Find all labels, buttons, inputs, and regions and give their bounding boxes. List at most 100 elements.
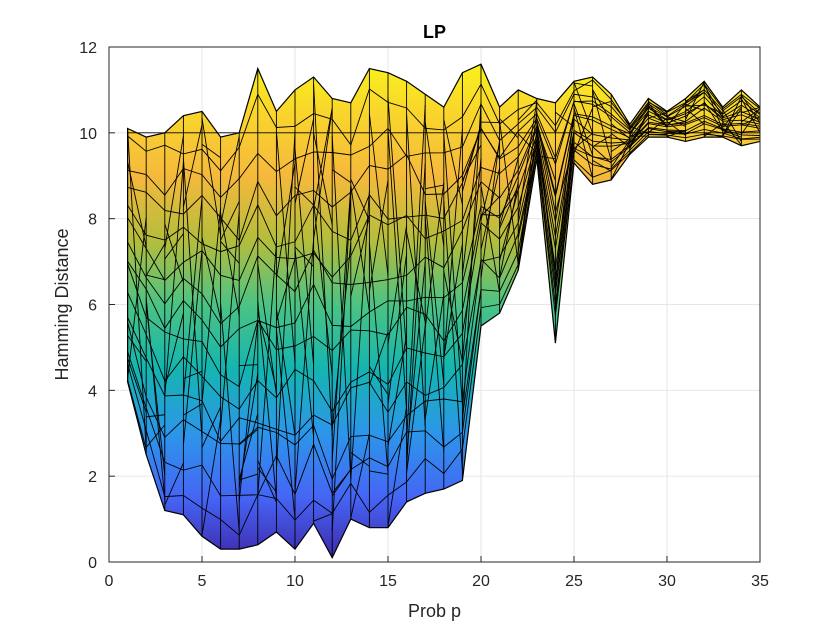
y-tick-label: 2 (88, 469, 97, 486)
mesh-diagonal (554, 140, 575, 293)
surface-outline (127, 63, 760, 560)
mesh-diagonal (666, 116, 686, 123)
mesh-diagonal (201, 406, 222, 448)
y-tick-label: 8 (88, 212, 97, 229)
mesh-diagonal (387, 225, 408, 345)
mesh-diagonal (722, 96, 742, 137)
x-tick-label: 20 (472, 573, 490, 590)
mesh-diagonal (127, 379, 147, 450)
mesh-diagonal (517, 101, 538, 218)
mesh-diagonal (629, 110, 649, 147)
mesh-diagonal (666, 129, 686, 138)
mesh-diagonal (201, 237, 222, 319)
mesh-diagonal (629, 104, 649, 136)
mesh-diagonal (201, 207, 222, 403)
mesh-diagonal (164, 223, 184, 283)
x-axis-label: Prob p (408, 601, 461, 621)
mesh-diagonal (145, 243, 166, 276)
mesh-diagonal (257, 460, 277, 503)
mesh-diagonal (648, 101, 668, 116)
mesh-diagonal (480, 143, 501, 221)
mesh-diagonal (499, 189, 519, 261)
mesh-diagonal (368, 113, 389, 276)
mesh-diagonal (164, 135, 184, 249)
mesh-diagonal (164, 313, 184, 388)
mesh-band (127, 107, 760, 348)
mesh-diagonal (387, 97, 408, 352)
mesh-diagonal (573, 82, 593, 87)
mesh-diagonal (554, 112, 575, 282)
mesh-diagonal (443, 243, 463, 358)
mesh-diagonal (741, 94, 760, 124)
mesh-diagonal (685, 81, 705, 120)
mesh-diagonal (387, 130, 408, 411)
mesh-diagonal (685, 104, 705, 107)
mesh-diagonal (331, 242, 352, 430)
mesh-diagonal (350, 191, 370, 480)
mesh-diagonal (741, 108, 760, 123)
mesh-diagonal (275, 308, 296, 436)
mesh-diagonal (610, 123, 631, 140)
mesh-diagonal (331, 186, 352, 461)
mesh-diagonal (145, 424, 166, 448)
mesh-diagonal (480, 121, 500, 124)
mesh-diagonal (722, 108, 742, 136)
mesh-diagonal (685, 103, 705, 111)
mesh-diagonal (239, 364, 258, 367)
mesh-diagonal (275, 328, 296, 519)
x-tick-label: 15 (379, 573, 397, 590)
mesh-diagonal (313, 108, 333, 209)
mesh-diagonal (499, 118, 519, 139)
mesh-diagonal (201, 418, 222, 536)
surface-mesh (127, 64, 760, 558)
mesh-diagonal (610, 102, 631, 126)
mesh-diagonal (666, 103, 686, 127)
mesh-diagonal (610, 141, 631, 180)
x-tick-label: 0 (105, 573, 114, 590)
mesh-diagonal (685, 91, 705, 104)
mesh-diagonal (592, 89, 612, 122)
mesh-band (127, 123, 760, 481)
mesh-diagonal (146, 274, 165, 281)
y-axis-label: Hamming Distance (52, 228, 72, 380)
mesh-diagonal (648, 117, 668, 133)
mesh-diagonal (424, 216, 445, 452)
mesh-diagonal (257, 242, 277, 495)
mesh-diagonal (443, 128, 463, 360)
mesh-diagonal (592, 134, 612, 148)
mesh-diagonal (592, 146, 612, 164)
mesh-diagonal (704, 132, 723, 138)
mesh-diagonal (443, 200, 463, 471)
mesh-diagonal (313, 84, 333, 437)
mesh-diagonal (368, 331, 389, 386)
mesh-band (127, 102, 760, 325)
y-tick-label: 6 (88, 298, 97, 315)
mesh-diagonal (331, 135, 352, 479)
mesh-diagonal (350, 216, 370, 297)
mesh-diagonal (573, 103, 594, 156)
x-tick-label: 5 (198, 573, 207, 590)
mesh-diagonal (406, 262, 426, 454)
x-tick-label: 30 (658, 573, 676, 590)
mesh-diagonal (387, 406, 408, 527)
mesh-diagonal (313, 513, 333, 522)
mesh-diagonal (387, 253, 408, 405)
mesh-diagonal (648, 112, 668, 119)
mesh-diagonal (648, 105, 668, 128)
mesh-diagonal (238, 413, 259, 480)
mesh-diagonal (220, 303, 240, 532)
y-tick-label: 12 (79, 40, 97, 57)
mesh-diagonal (220, 240, 240, 264)
mesh-diagonal (461, 123, 482, 192)
mesh-diagonal (499, 181, 519, 278)
mesh-diagonal (703, 83, 724, 131)
mesh-diagonal (406, 114, 426, 427)
mesh-diagonal (313, 108, 333, 240)
mesh-diagonal (424, 182, 445, 329)
mesh-diagonal (238, 321, 259, 502)
mesh-diagonal (424, 121, 445, 246)
mesh-diagonal (164, 462, 184, 506)
x-tick-label: 10 (286, 573, 304, 590)
mesh-diagonal (183, 370, 203, 380)
